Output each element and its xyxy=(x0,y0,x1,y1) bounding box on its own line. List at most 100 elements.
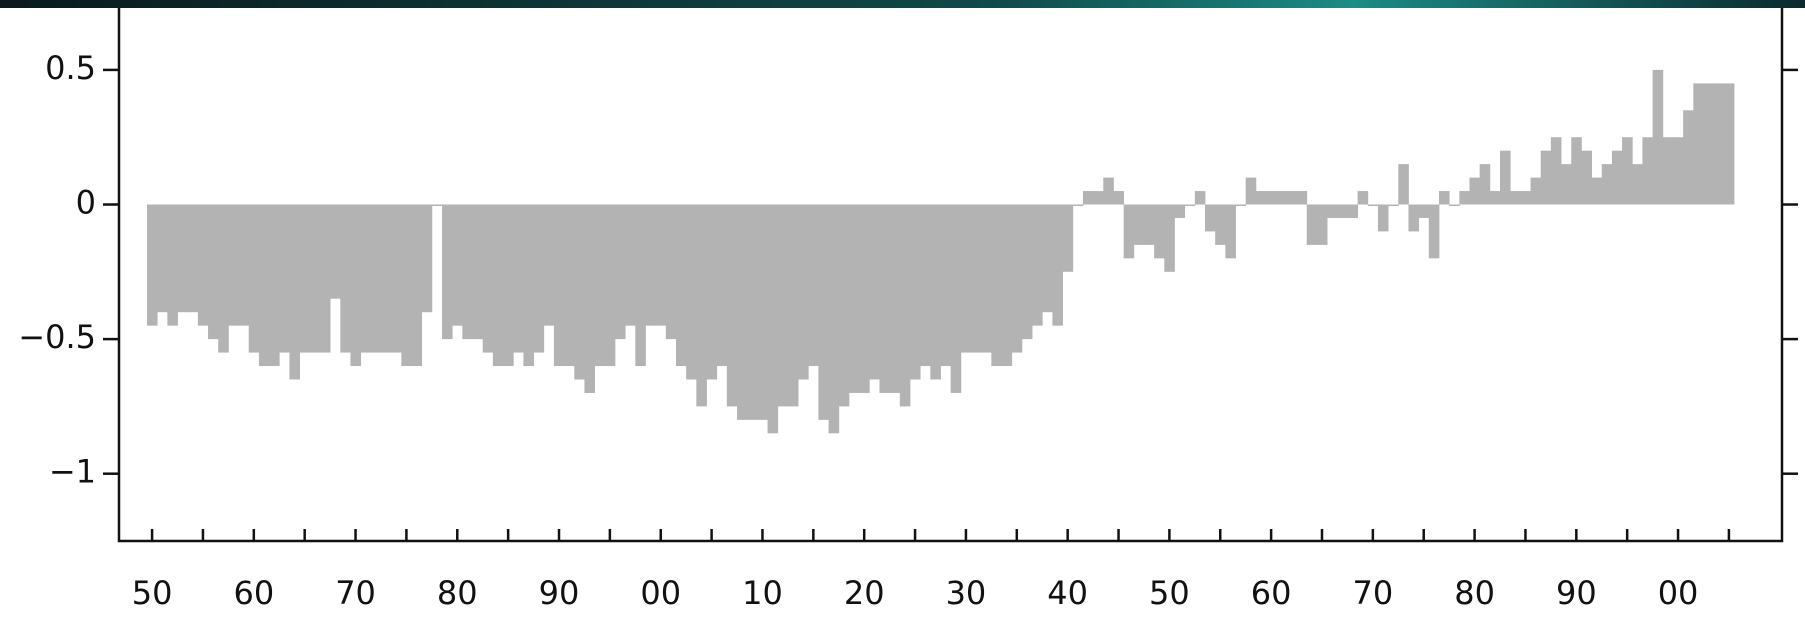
bar xyxy=(666,205,677,340)
bar xyxy=(1571,137,1582,204)
bar xyxy=(1164,205,1175,272)
bar xyxy=(829,205,840,434)
bar xyxy=(1185,205,1196,207)
bar xyxy=(1083,191,1094,204)
bar xyxy=(635,205,646,367)
bar xyxy=(645,205,656,326)
x-tick-label: 80 xyxy=(437,574,478,612)
bar xyxy=(167,205,178,326)
x-tick-label: 70 xyxy=(1352,574,1393,612)
bar xyxy=(930,205,941,380)
bar xyxy=(1714,83,1725,204)
bar xyxy=(584,205,595,393)
bar xyxy=(1154,205,1165,259)
bar xyxy=(788,205,799,407)
bar xyxy=(615,205,626,340)
bar xyxy=(534,205,545,353)
bar xyxy=(473,205,484,340)
bar xyxy=(513,205,524,353)
bar xyxy=(249,205,260,353)
bar xyxy=(1470,178,1481,205)
bar xyxy=(971,205,982,353)
bar xyxy=(350,205,361,367)
bar xyxy=(269,205,280,367)
bar xyxy=(686,205,697,380)
x-tick-label: 00 xyxy=(640,574,681,612)
bar xyxy=(1500,151,1511,205)
bar xyxy=(1266,191,1277,204)
bar xyxy=(1429,205,1440,259)
x-tick-label: 80 xyxy=(1454,574,1495,612)
bar xyxy=(1236,205,1247,207)
bar xyxy=(239,205,250,326)
bar xyxy=(1022,205,1033,340)
bar xyxy=(1398,164,1409,204)
bar xyxy=(462,205,473,340)
bar xyxy=(208,205,219,340)
bar xyxy=(1144,205,1155,245)
bar xyxy=(818,205,829,420)
bar xyxy=(422,205,433,313)
bar xyxy=(910,205,921,380)
bar xyxy=(1358,191,1369,204)
bar xyxy=(1531,178,1542,205)
bar xyxy=(330,205,341,299)
bar xyxy=(1052,205,1063,326)
bar xyxy=(1225,205,1236,259)
bar xyxy=(879,205,890,393)
bar xyxy=(523,205,534,367)
bar xyxy=(1215,205,1226,245)
bar xyxy=(1602,164,1613,204)
bar xyxy=(1205,205,1216,232)
bar xyxy=(1246,178,1257,205)
header-strip xyxy=(0,0,1805,8)
x-tick-label: 70 xyxy=(335,574,376,612)
bar xyxy=(1520,191,1531,204)
bar xyxy=(401,205,412,367)
bar xyxy=(1490,191,1501,204)
bar xyxy=(1286,191,1297,204)
bar xyxy=(279,205,290,353)
bar xyxy=(1337,205,1348,218)
bar xyxy=(707,205,718,380)
bar xyxy=(1408,205,1419,232)
bar xyxy=(900,205,911,407)
bar xyxy=(1541,151,1552,205)
y-tick-label: −1 xyxy=(49,453,96,491)
bar xyxy=(1632,164,1643,204)
y-tick-label: −0.5 xyxy=(18,318,96,356)
bar xyxy=(1042,205,1053,313)
bar xyxy=(1592,178,1603,205)
bar xyxy=(1581,151,1592,205)
bar xyxy=(849,205,860,393)
bar xyxy=(1683,110,1694,204)
bar xyxy=(320,205,331,353)
bar xyxy=(1297,191,1308,204)
bar xyxy=(1703,83,1714,204)
bar xyxy=(574,205,585,380)
bar xyxy=(1103,178,1114,205)
x-tick-label: 60 xyxy=(233,574,274,612)
x-tick-label: 20 xyxy=(844,574,885,612)
bar xyxy=(1073,205,1084,207)
bar xyxy=(340,205,351,353)
bar xyxy=(991,205,1002,367)
bar xyxy=(1561,164,1572,204)
x-tick-label: 90 xyxy=(539,574,580,612)
chart: 0.50−0.5−1506070809000102030405060708090… xyxy=(0,0,1805,617)
bar xyxy=(1673,137,1684,204)
bar xyxy=(1449,205,1460,207)
y-tick-label: 0.5 xyxy=(45,49,96,87)
bar xyxy=(412,205,423,367)
bar xyxy=(1510,191,1521,204)
bar xyxy=(544,205,555,326)
bar xyxy=(808,205,819,367)
bar xyxy=(839,205,850,407)
bar xyxy=(178,205,189,313)
y-tick-label: 0 xyxy=(76,184,96,222)
bar xyxy=(432,205,443,207)
bar xyxy=(503,205,514,367)
bar xyxy=(1612,151,1623,205)
bar xyxy=(717,205,728,367)
bar xyxy=(859,205,870,393)
